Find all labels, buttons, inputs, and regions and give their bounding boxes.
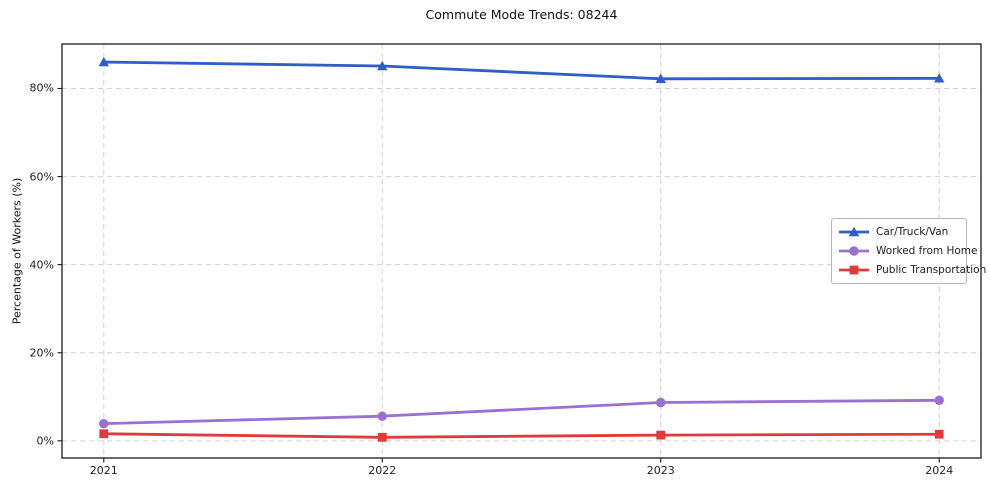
y-tick-label: 80% — [29, 81, 54, 95]
x-tick-label: 2023 — [646, 464, 675, 477]
legend-item-worked-from-home: Worked from Home — [838, 241, 977, 260]
legend-label: Car/Truck/Van — [876, 225, 949, 238]
triangle-marker-icon — [98, 56, 109, 67]
y-tick-label: 0% — [36, 434, 54, 448]
x-tick-label: 2021 — [89, 464, 118, 477]
legend-swatch-circle-icon — [839, 245, 869, 256]
triangle-marker-icon — [848, 226, 860, 236]
legend-swatch-triangle-icon — [839, 226, 869, 236]
triangle-marker-icon — [934, 73, 945, 83]
axes-spines — [61, 43, 982, 459]
circle-marker-icon — [656, 397, 666, 408]
series-line — [103, 60, 940, 81]
legend-item-car-truck-van: Car/Truck/Van — [838, 222, 960, 241]
y-tick-label: 20% — [29, 346, 54, 360]
chart-title: Commute Mode Trends: 08244 — [425, 7, 618, 22]
x-tick-label: 2024 — [925, 464, 954, 477]
series-line — [103, 398, 940, 426]
square-marker-icon — [377, 432, 387, 442]
y-tick-label: 60% — [29, 170, 54, 184]
square-marker-icon — [849, 265, 859, 274]
y-tick-label: 40% — [29, 258, 54, 272]
series-line — [103, 432, 940, 439]
triangle-marker-icon — [655, 73, 666, 83]
circle-marker-icon — [99, 418, 109, 429]
circle-marker-icon — [377, 411, 387, 421]
legend-swatch-square-icon — [839, 265, 869, 274]
legend-item-public-transportation: Public Transportation — [838, 260, 986, 279]
circle-marker-icon — [934, 395, 944, 406]
legend: Car/Truck/Van Worked from Home Public Tr… — [831, 218, 986, 284]
legend-label: Public Transportation — [876, 263, 987, 276]
square-marker-icon — [99, 429, 109, 439]
square-marker-icon — [934, 429, 944, 439]
square-marker-icon — [656, 430, 666, 440]
x-tick-label: 2022 — [368, 464, 397, 477]
circle-marker-icon — [849, 245, 859, 256]
legend-label: Worked from Home — [876, 244, 978, 257]
triangle-marker-icon — [377, 60, 388, 71]
